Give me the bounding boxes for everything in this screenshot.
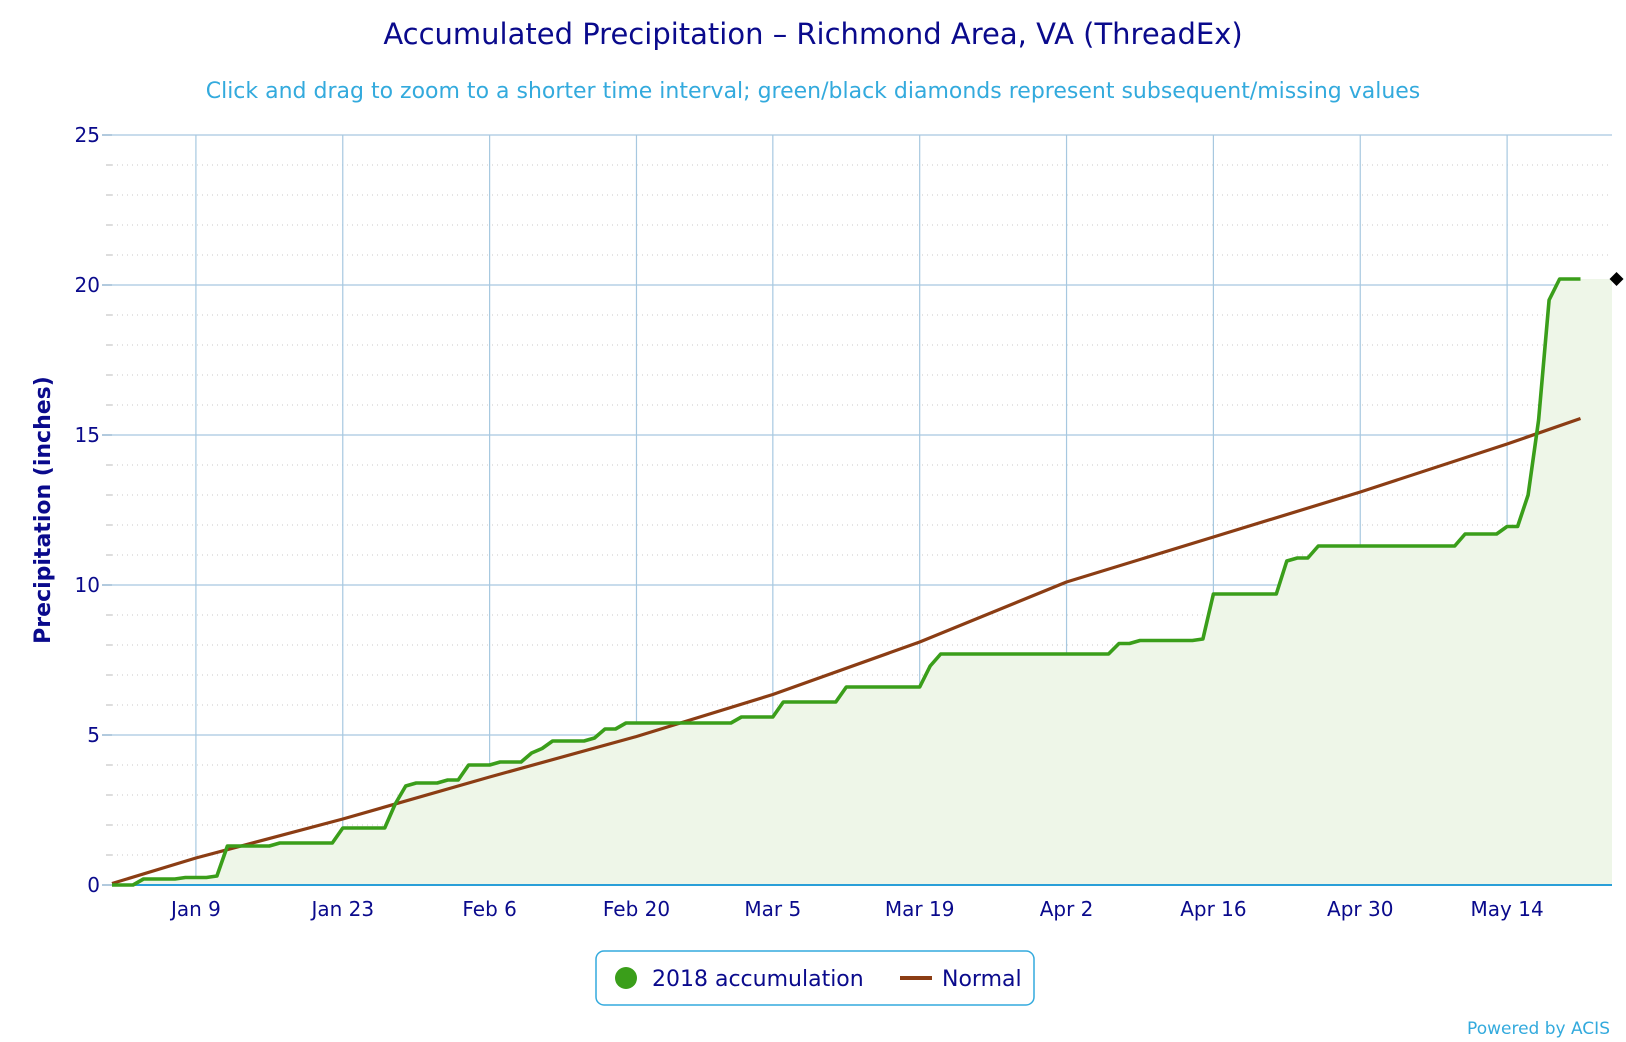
missing-value-diamond[interactable] <box>1609 272 1624 286</box>
y-tick-label: 20 <box>75 273 100 297</box>
chart-subtitle: Click and drag to zoom to a shorter time… <box>206 79 1421 104</box>
legend-box <box>595 950 1035 1006</box>
x-tick-label: Mar 5 <box>744 897 801 921</box>
plot-area[interactable] <box>111 272 1624 887</box>
legend-marker-2018-accumulation <box>615 967 637 989</box>
series-normal-line[interactable] <box>111 416 1582 886</box>
y-tick-label: 25 <box>75 123 100 147</box>
grid-layer <box>102 134 1612 886</box>
legend-item-normal[interactable]: Normal <box>900 967 1022 992</box>
x-tick-label: Jan 23 <box>309 897 374 921</box>
legend: 2018 accumulation Normal <box>595 950 1035 1006</box>
y-tick-label: 15 <box>75 423 100 447</box>
y-axis-label: Precipitation (inches) <box>31 376 56 644</box>
y-tick-label: 10 <box>75 573 100 597</box>
x-tick-label: May 14 <box>1471 897 1544 921</box>
x-tick-label: Apr 2 <box>1040 897 1094 921</box>
y-tick-label: 5 <box>87 723 100 747</box>
series-2018-accumulation-line[interactable] <box>112 277 1581 887</box>
x-tick-label: Mar 19 <box>885 897 955 921</box>
x-tick-label: Apr 30 <box>1327 897 1393 921</box>
y-axis-ticks: 0 5 10 15 20 25 <box>75 123 100 897</box>
legend-label-2018-accumulation: 2018 accumulation <box>652 967 864 992</box>
y-tick-label: 0 <box>87 873 100 897</box>
legend-item-2018-accumulation[interactable]: 2018 accumulation <box>615 967 864 992</box>
x-tick-label: Apr 16 <box>1180 897 1246 921</box>
x-tick-label: Feb 6 <box>462 897 517 921</box>
legend-label-normal: Normal <box>942 967 1022 992</box>
credit-link[interactable]: Powered by ACIS <box>1467 1019 1610 1039</box>
x-tick-label: Feb 20 <box>603 897 670 921</box>
x-tick-label: Jan 9 <box>169 897 221 921</box>
x-axis-ticks: Jan 9 Jan 23 Feb 6 Feb 20 Mar 5 Mar 19 Apr 2 Ap… <box>169 897 1544 921</box>
chart-title: Accumulated Precipitation – Richmond Are… <box>383 17 1242 51</box>
accumulation-area <box>112 279 1612 885</box>
